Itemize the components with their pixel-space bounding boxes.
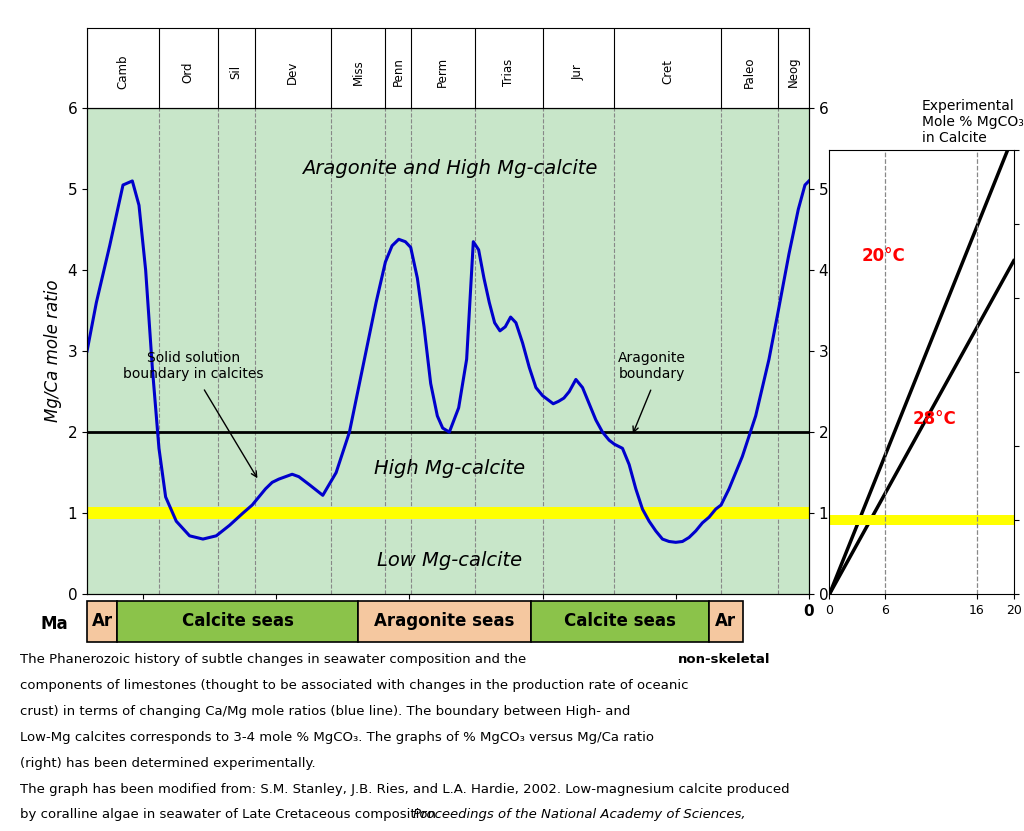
Text: Low-Mg calcites corresponds to 3-4 mole % MgCO₃. The graphs of % MgCO₃ versus Mg: Low-Mg calcites corresponds to 3-4 mole … <box>20 731 654 744</box>
Text: Aragonite seas: Aragonite seas <box>374 612 515 630</box>
Text: Ar: Ar <box>716 612 736 630</box>
Y-axis label: Mg/Ca mole ratio: Mg/Ca mole ratio <box>44 280 62 422</box>
Text: Low Mg-calcite: Low Mg-calcite <box>377 551 522 569</box>
Text: Solid solution
boundary in calcites: Solid solution boundary in calcites <box>123 351 264 381</box>
Text: (right) has been determined experimentally.: (right) has been determined experimental… <box>20 757 316 770</box>
Text: crust) in terms of changing Ca/Mg mole ratios (blue line). The boundary between : crust) in terms of changing Ca/Mg mole r… <box>20 705 631 718</box>
Bar <box>87 601 118 642</box>
Text: Ma: Ma <box>40 615 68 632</box>
Text: Aragonite and High Mg-calcite: Aragonite and High Mg-calcite <box>302 160 597 179</box>
Text: High Mg-calcite: High Mg-calcite <box>374 459 525 478</box>
Bar <box>710 601 742 642</box>
Text: The graph has been modified from: S.M. Stanley, J.B. Ries, and L.A. Hardie, 2002: The graph has been modified from: S.M. S… <box>20 783 791 795</box>
Bar <box>118 601 357 642</box>
Bar <box>531 601 710 642</box>
Bar <box>829 515 1014 525</box>
Text: Calcite seas: Calcite seas <box>564 612 676 630</box>
Text: Experimental
Mole % MgCO₃
in Calcite: Experimental Mole % MgCO₃ in Calcite <box>922 99 1023 145</box>
Text: Proceedings of the National Academy of Sciences,: Proceedings of the National Academy of S… <box>413 809 745 821</box>
Text: Calcite seas: Calcite seas <box>181 612 294 630</box>
Bar <box>87 508 809 519</box>
Bar <box>357 601 531 642</box>
Text: 20°C: 20°C <box>862 247 905 265</box>
Text: 28°C: 28°C <box>912 410 956 428</box>
Text: Aragonite
boundary: Aragonite boundary <box>617 351 686 381</box>
Text: non-skeletal: non-skeletal <box>678 653 770 666</box>
Text: components of limestones (thought to be associated with changes in the productio: components of limestones (thought to be … <box>20 679 689 692</box>
Text: The Phanerozoic history of subtle changes in seawater composition and the: The Phanerozoic history of subtle change… <box>20 653 531 666</box>
Text: by coralline algae in seawater of Late Cretaceous composition.: by coralline algae in seawater of Late C… <box>20 809 444 821</box>
Text: Ar: Ar <box>91 612 113 630</box>
